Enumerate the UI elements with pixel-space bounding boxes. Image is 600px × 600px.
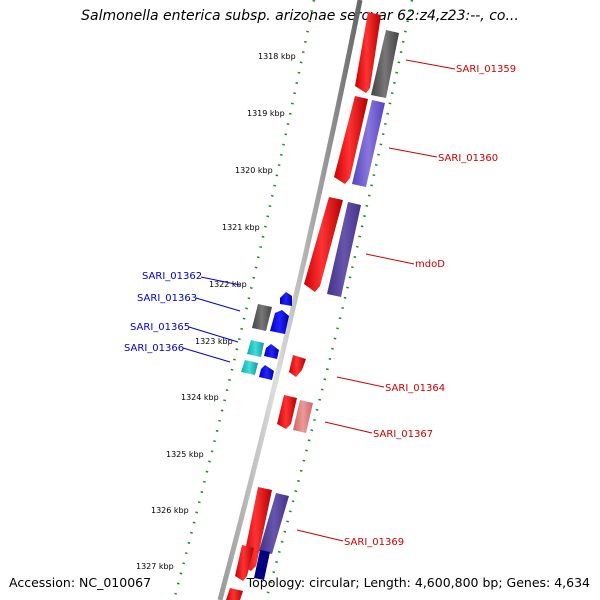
gene-feature[interactable] xyxy=(252,304,272,331)
leader-line xyxy=(324,421,373,434)
leader-line xyxy=(365,253,415,265)
kbp-label: 1325 kbp xyxy=(166,450,204,459)
leader-line xyxy=(195,297,241,312)
gene-label[interactable]: SARI_01359 xyxy=(456,64,516,75)
gene-label[interactable]: SARI_01362 xyxy=(142,271,202,282)
gene-feature[interactable] xyxy=(259,493,289,554)
gene-feature[interactable] xyxy=(289,355,306,377)
kbp-label: 1326 kbp xyxy=(151,506,189,515)
accession-text: Accession: NC_010067 xyxy=(9,575,152,590)
leader-line xyxy=(405,59,456,70)
gene-feature[interactable] xyxy=(371,30,399,98)
gene-label[interactable]: SARI_01363 xyxy=(137,293,197,304)
gene-feature[interactable] xyxy=(247,340,264,357)
gene-feature[interactable] xyxy=(304,197,343,292)
gene-label[interactable]: SARI_01367 xyxy=(373,429,433,440)
map-title: Salmonella enterica subsp. arizonae sero… xyxy=(81,8,519,24)
gene-feature[interactable] xyxy=(226,588,243,600)
gene-label[interactable]: SARI_01366 xyxy=(124,343,184,354)
kbp-label: 1324 kbp xyxy=(181,393,219,402)
gene-label[interactable]: mdoD xyxy=(415,259,445,270)
gene-feature[interactable] xyxy=(259,365,274,380)
gene-label[interactable]: SARI_01364 xyxy=(385,383,445,394)
gene-feature[interactable] xyxy=(355,12,381,93)
gene-feature[interactable] xyxy=(280,292,292,306)
genome-summary: Topology: circular; Length: 4,600,800 bp… xyxy=(246,575,590,590)
gene-feature[interactable] xyxy=(277,395,297,429)
kbp-label: 1323 kbp xyxy=(195,337,233,346)
genome-backbone xyxy=(217,0,363,600)
leader-line xyxy=(188,326,239,343)
kbp-label: 1321 kbp xyxy=(222,223,260,232)
leader-line xyxy=(182,347,231,363)
gene-label[interactable]: SARI_01365 xyxy=(130,322,190,333)
kbp-label: 1319 kbp xyxy=(247,109,285,118)
kbp-label: 1318 kbp xyxy=(258,52,296,61)
gene-feature[interactable] xyxy=(241,360,258,375)
leader-line xyxy=(296,529,344,542)
kbp-label: 1322 kbp xyxy=(209,280,247,289)
gene-feature[interactable] xyxy=(293,400,313,433)
leader-line xyxy=(200,276,241,286)
gene-feature[interactable] xyxy=(270,310,289,334)
gene-feature[interactable] xyxy=(352,100,385,187)
leader-line xyxy=(336,376,385,388)
gene-label[interactable]: SARI_01369 xyxy=(344,537,404,548)
gene-feature[interactable] xyxy=(254,550,270,580)
leader-line xyxy=(388,147,438,158)
gene-feature[interactable] xyxy=(327,202,361,297)
gene-feature[interactable] xyxy=(264,344,279,359)
gene-feature[interactable] xyxy=(235,545,254,581)
gene-feature[interactable] xyxy=(334,96,368,184)
kbp-label: 1327 kbp xyxy=(136,562,174,571)
kbp-label: 1320 kbp xyxy=(235,166,273,175)
gene-label[interactable]: SARI_01360 xyxy=(438,153,498,164)
